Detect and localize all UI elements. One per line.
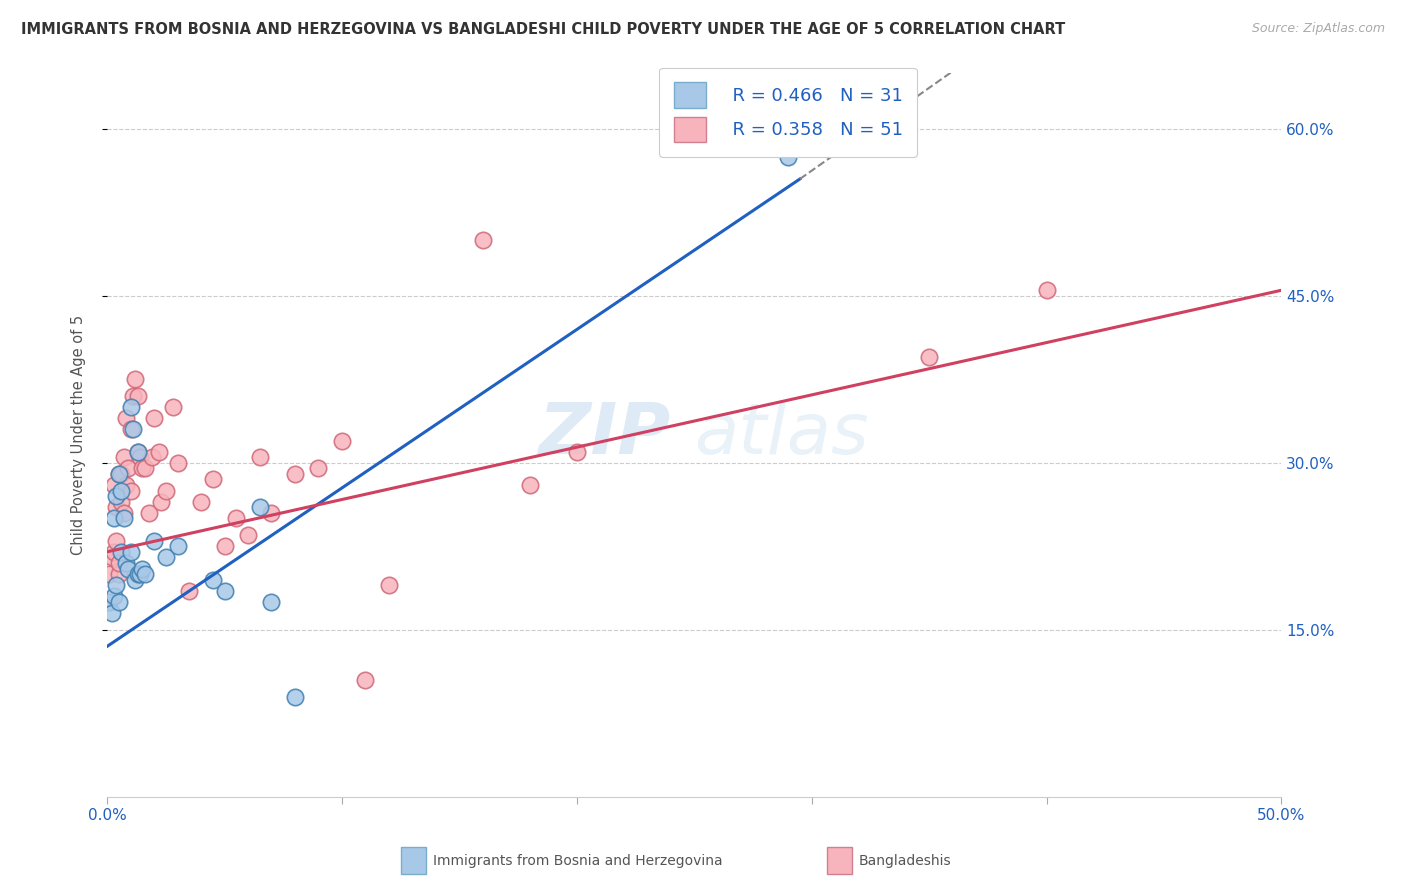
Point xyxy=(148,444,170,458)
Point xyxy=(127,444,149,458)
Point xyxy=(236,528,259,542)
Point xyxy=(354,673,377,687)
Text: Immigrants from Bosnia and Herzegovina: Immigrants from Bosnia and Herzegovina xyxy=(433,854,723,868)
Point xyxy=(134,567,156,582)
Point xyxy=(378,578,401,592)
Point xyxy=(103,511,125,525)
Point xyxy=(143,411,166,425)
Point xyxy=(249,450,271,465)
Point xyxy=(131,461,153,475)
Point xyxy=(124,573,146,587)
Point xyxy=(519,478,541,492)
Point xyxy=(138,506,160,520)
Point xyxy=(260,595,283,609)
Point xyxy=(1035,283,1057,297)
Point xyxy=(112,506,135,520)
Point xyxy=(110,545,132,559)
Point xyxy=(108,467,131,481)
Point xyxy=(105,533,128,548)
Point xyxy=(155,550,177,565)
Point xyxy=(105,578,128,592)
Point xyxy=(162,400,184,414)
Point xyxy=(120,545,142,559)
Point xyxy=(120,422,142,436)
Point xyxy=(124,372,146,386)
Point xyxy=(115,556,138,570)
Point xyxy=(141,450,163,465)
Point xyxy=(127,389,149,403)
Point xyxy=(127,567,149,582)
Point xyxy=(98,595,121,609)
Point xyxy=(117,561,139,575)
Point xyxy=(110,467,132,481)
Point xyxy=(471,233,494,247)
Point xyxy=(112,511,135,525)
Point xyxy=(190,494,212,508)
Point xyxy=(100,606,122,620)
Point xyxy=(778,150,800,164)
Point xyxy=(225,511,247,525)
Point xyxy=(115,411,138,425)
Point xyxy=(127,444,149,458)
Legend:   R = 0.466   N = 31,   R = 0.358   N = 51: R = 0.466 N = 31, R = 0.358 N = 51 xyxy=(659,68,917,157)
Point xyxy=(307,461,329,475)
Point xyxy=(330,434,353,448)
Point xyxy=(201,573,224,587)
Point xyxy=(112,450,135,465)
Point xyxy=(105,500,128,515)
Point xyxy=(155,483,177,498)
Y-axis label: Child Poverty Under the Age of 5: Child Poverty Under the Age of 5 xyxy=(72,315,86,555)
Point xyxy=(117,461,139,475)
Point xyxy=(103,545,125,559)
Point xyxy=(284,690,307,704)
Point xyxy=(214,539,236,553)
Point xyxy=(143,533,166,548)
Text: Source: ZipAtlas.com: Source: ZipAtlas.com xyxy=(1251,22,1385,36)
Point xyxy=(103,590,125,604)
Point xyxy=(565,444,588,458)
Point xyxy=(918,350,941,364)
Point xyxy=(108,556,131,570)
Point xyxy=(110,494,132,508)
Point xyxy=(249,500,271,515)
Point xyxy=(103,478,125,492)
Point xyxy=(214,583,236,598)
Point xyxy=(105,489,128,503)
Point xyxy=(166,539,188,553)
Text: IMMIGRANTS FROM BOSNIA AND HERZEGOVINA VS BANGLADESHI CHILD POVERTY UNDER THE AG: IMMIGRANTS FROM BOSNIA AND HERZEGOVINA V… xyxy=(21,22,1066,37)
Point xyxy=(122,422,145,436)
Point xyxy=(129,450,152,465)
Text: ZIP: ZIP xyxy=(538,401,671,469)
Point xyxy=(108,467,131,481)
Point xyxy=(201,473,224,487)
Text: Bangladeshis: Bangladeshis xyxy=(859,854,952,868)
Point xyxy=(134,461,156,475)
Point xyxy=(166,456,188,470)
Point xyxy=(108,567,131,582)
Point xyxy=(129,567,152,582)
Point xyxy=(100,550,122,565)
Point xyxy=(122,389,145,403)
Point xyxy=(98,567,121,582)
Point xyxy=(150,494,173,508)
Point xyxy=(115,478,138,492)
Point xyxy=(108,595,131,609)
Point xyxy=(131,561,153,575)
Point xyxy=(120,400,142,414)
Point xyxy=(120,483,142,498)
Point xyxy=(260,506,283,520)
Point xyxy=(284,467,307,481)
Text: atlas: atlas xyxy=(695,401,869,469)
Point xyxy=(110,483,132,498)
Point xyxy=(179,583,201,598)
